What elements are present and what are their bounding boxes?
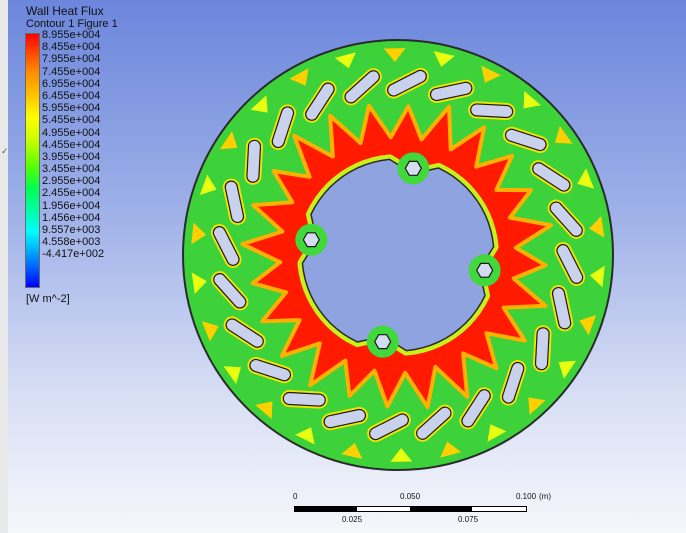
scale-segment-2 xyxy=(356,506,411,512)
vent-slot xyxy=(212,226,240,266)
scale-label-075: 0.075 xyxy=(458,515,479,524)
vent-slot xyxy=(534,327,550,371)
scale-segment-4 xyxy=(471,506,527,512)
legend-tick-label: 5.955e+004 xyxy=(42,102,101,115)
vent-slot xyxy=(225,318,264,348)
vent-slot xyxy=(470,103,514,119)
bolt-hole xyxy=(302,232,320,248)
rim-hotspot xyxy=(191,222,207,245)
legend-tick-label: 7.955e+004 xyxy=(42,53,101,66)
graphics-viewport[interactable]: Wall Heat Flux Contour 1 Figure 1 8.955e… xyxy=(8,0,686,533)
legend-tick-label: 3.955e+004 xyxy=(42,150,101,163)
rim-hotspot xyxy=(523,91,541,109)
rim-hotspot xyxy=(334,52,356,69)
vent-slot xyxy=(246,139,262,183)
disc-center-opening xyxy=(301,158,495,352)
legend-tick-label: 4.455e+004 xyxy=(42,138,101,151)
scale-label-025: 0.025 xyxy=(342,515,363,524)
vent-slot xyxy=(551,286,572,330)
rim-hotspot xyxy=(191,272,207,294)
rim-hotspot xyxy=(577,168,595,189)
rim-hotspot xyxy=(289,68,309,86)
vent-slot xyxy=(556,244,584,284)
rim-hotspot xyxy=(383,48,406,62)
legend-tick-label: 2.955e+004 xyxy=(42,175,101,188)
scale-label-050: 0.050 xyxy=(400,492,421,501)
legend-tick-labels: 8.955e+004 8.455e+004 7.955e+004 7.455e+004… xyxy=(42,29,162,261)
rim-hotspot xyxy=(199,174,217,195)
legend-subtitle: Contour 1 Figure 1 xyxy=(26,18,118,30)
legend-tick-label: 6.455e+004 xyxy=(42,89,101,102)
vent-slot xyxy=(249,358,292,382)
rim-hotspot xyxy=(255,401,273,419)
rim-hotspot xyxy=(558,360,576,379)
legend-tick-label: 9.557e+003 xyxy=(42,224,101,236)
vent-slot xyxy=(344,70,380,104)
legend-tick-label: 8.955e+004 xyxy=(42,29,101,41)
vent-slot xyxy=(504,128,547,152)
legend-tick-label: 5.455e+004 xyxy=(42,114,101,127)
vent-slot xyxy=(282,391,326,407)
rim-hotspot xyxy=(341,443,363,459)
rim-hotspot xyxy=(250,95,268,113)
vent-slot xyxy=(224,180,245,224)
legend-tick-label: 6.955e+004 xyxy=(42,77,101,90)
legend-unit: [W m^-2] xyxy=(26,293,70,305)
vent-slot xyxy=(271,106,295,149)
vent-slot xyxy=(369,413,409,441)
rim-hotspot xyxy=(201,321,219,342)
rim-hotspot xyxy=(589,265,605,288)
bolt-hole xyxy=(374,334,392,350)
legend-tick-label: 4.558e+003 xyxy=(42,236,101,249)
rim-hotspot xyxy=(589,216,605,238)
scale-label-100: 0.100 xyxy=(516,492,537,501)
vent-slot xyxy=(501,361,525,404)
vent-slot xyxy=(429,81,473,102)
vent-slot xyxy=(323,408,367,429)
rim-hotspot xyxy=(555,126,573,144)
rim-hotspot xyxy=(390,448,413,462)
legend-tick-label: -4.417e+002 xyxy=(42,248,105,261)
vent-slot xyxy=(416,406,452,440)
collapse-icon[interactable]: ✓ xyxy=(1,146,9,156)
scale-bar: 0 0.050 0.100 (m) 0.025 0.075 xyxy=(284,492,551,528)
legend-tick-label: 3.455e+004 xyxy=(42,163,101,176)
rim-hotspot xyxy=(295,427,315,445)
legend-title: Wall Heat Flux xyxy=(26,4,104,18)
bolt-hole xyxy=(476,262,494,278)
rim-hotspot xyxy=(487,424,507,442)
scale-unit: (m) xyxy=(539,492,551,501)
vent-slot xyxy=(305,82,335,121)
legend-tick-label: 8.455e+004 xyxy=(42,41,101,54)
bolt-hole xyxy=(404,160,422,176)
scale-segment-1 xyxy=(294,506,356,512)
brake-disc-contour[interactable] xyxy=(178,35,618,475)
rim-hotspot xyxy=(433,51,455,67)
rim-hotspot xyxy=(579,315,597,336)
legend-color-bar xyxy=(25,33,40,288)
vent-slot xyxy=(532,162,571,192)
legend-tick-label: 7.455e+004 xyxy=(42,65,101,78)
legend-tick-label: 4.955e+004 xyxy=(42,126,101,139)
scale-label-0: 0 xyxy=(293,492,298,501)
legend-tick-label: 1.956e+004 xyxy=(42,199,101,212)
scale-segment-3 xyxy=(411,506,471,512)
vent-slot xyxy=(549,201,583,237)
rim-hotspot xyxy=(223,366,241,384)
rim-hotspot xyxy=(220,131,238,150)
rim-hotspot xyxy=(440,441,462,458)
vent-slot xyxy=(461,389,491,428)
legend-tick-label: 2.455e+004 xyxy=(42,187,101,200)
legend-tick-label: 1.456e+004 xyxy=(42,211,101,224)
vent-slot xyxy=(387,69,427,97)
rim-hotspot xyxy=(481,65,501,83)
vent-slot xyxy=(213,273,247,309)
rim-hotspot xyxy=(528,397,546,415)
